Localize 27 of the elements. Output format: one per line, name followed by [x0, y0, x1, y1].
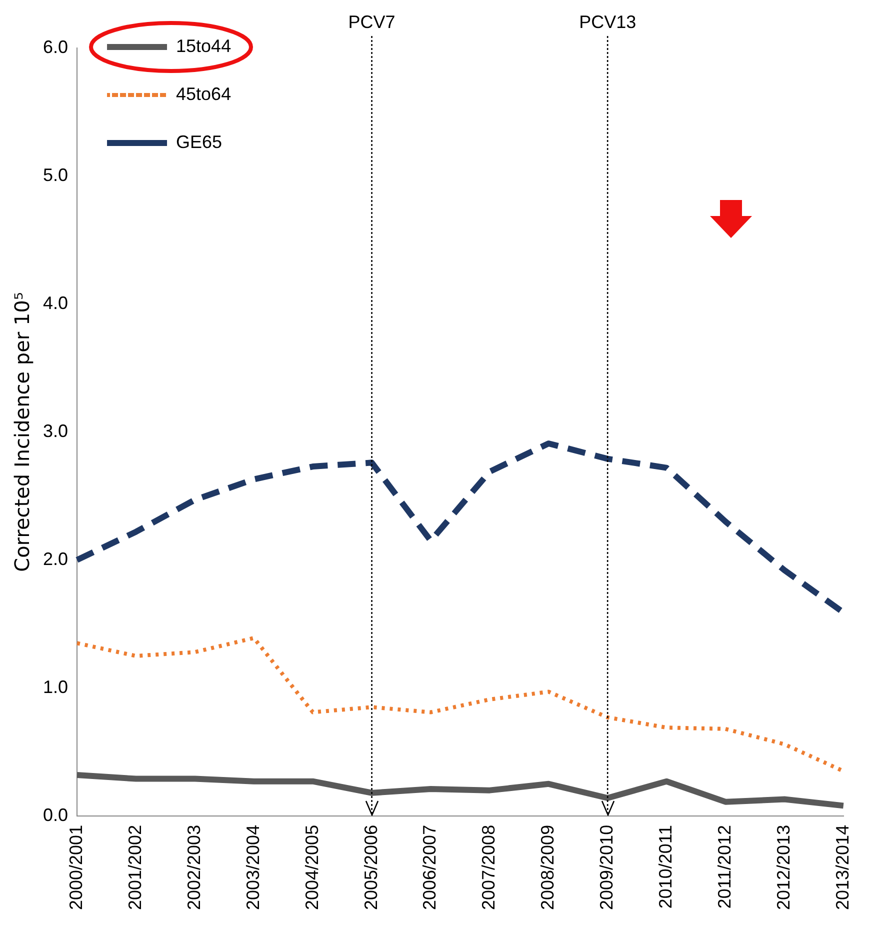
legend-label: 15to44 [176, 36, 232, 56]
x-tick-label: 2003/2004 [242, 824, 263, 910]
y-tick-label: 2.0 [42, 548, 68, 569]
x-tick-label: 2013/2014 [832, 824, 852, 910]
x-tick-label: 2010/2011 [656, 824, 676, 909]
y-tick-label: 0.0 [42, 804, 68, 825]
x-tick-label: 2001/2002 [124, 824, 145, 910]
x-tick-label: 2006/2007 [420, 824, 440, 910]
y-tick-label: 6.0 [42, 36, 68, 57]
ref-line-label: PCV13 [579, 12, 636, 32]
x-tick-label: 2011/2012 [714, 824, 734, 909]
x-tick-label: 2008/2009 [538, 824, 558, 910]
ref-line-label: PCV7 [348, 12, 396, 32]
x-tick-label: 2012/2013 [773, 824, 794, 910]
x-tick-label: 2009/2010 [596, 824, 617, 910]
x-tick-label: 2005/2006 [360, 824, 381, 910]
y-axis-title: Corrected Incidence per 10⁵ [10, 292, 34, 572]
y-tick-label: 1.0 [42, 676, 68, 697]
x-tick-label: 2002/2003 [184, 824, 204, 910]
x-tick-label: 2004/2005 [302, 824, 322, 910]
y-tick-label: 5.0 [42, 164, 68, 185]
x-tick-label: 2000/2001 [66, 824, 86, 910]
legend-label: GE65 [176, 132, 222, 152]
y-tick-label: 4.0 [42, 292, 68, 313]
x-tick-label: 2007/2008 [478, 824, 499, 910]
y-tick-label: 3.0 [42, 420, 68, 441]
legend-label: 45to64 [176, 84, 232, 104]
